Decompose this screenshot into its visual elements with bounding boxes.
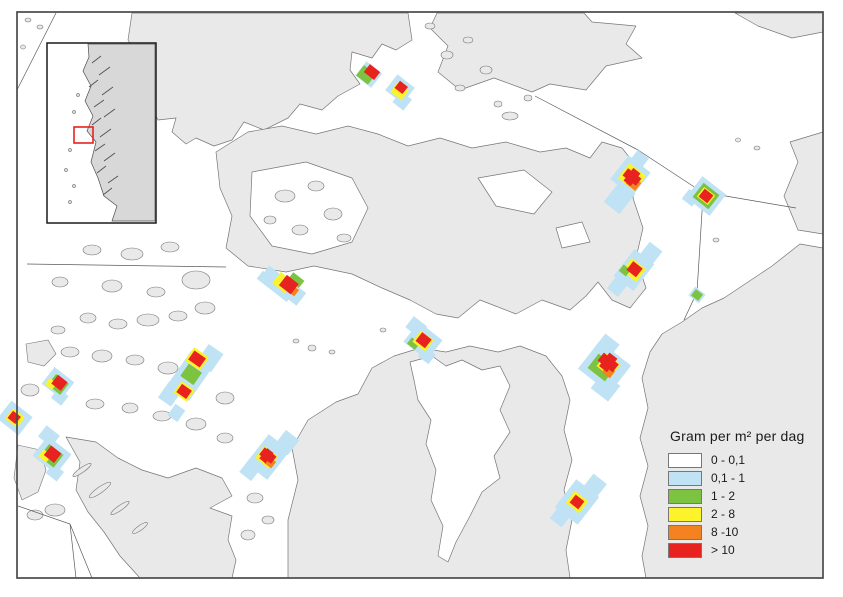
deposition-cell-r: [698, 188, 714, 204]
legend-item: 2 - 8: [668, 505, 818, 523]
legend-swatch: [668, 524, 702, 540]
deposition-site: [403, 316, 443, 365]
legend-label: 0 - 0,1: [711, 453, 746, 467]
legend-swatch: [668, 488, 702, 504]
deposition-site: [32, 425, 72, 482]
deposition-site: [385, 74, 415, 111]
legend-label: 8 -10: [711, 525, 739, 539]
deposition-cell-b: [628, 149, 649, 172]
legend-label: > 10: [711, 543, 735, 557]
deposition-cell-b: [157, 381, 183, 407]
deposition-cell-g: [406, 337, 420, 350]
deposition-cell-r: [188, 350, 206, 368]
deposition-site: [239, 429, 300, 482]
inset-islets: [64, 93, 80, 204]
deposition-cell-r: [569, 494, 585, 510]
legend-item: > 10: [668, 541, 818, 559]
fjord-cutouts: [249, 161, 591, 563]
deposition-cell-b: [45, 463, 65, 482]
legend-item: 0 - 0,1: [668, 451, 818, 469]
deposition-cell-r: [259, 448, 274, 464]
landmass-northeast-strip: [734, 12, 824, 39]
deposition-cell-g: [690, 289, 704, 301]
legend-swatch: [668, 470, 702, 486]
legend-label: 0,1 - 1: [711, 471, 746, 485]
deposition-cell-r: [415, 332, 432, 349]
inset-fjord-lines: [88, 55, 119, 196]
deposition-cell-r: [51, 374, 68, 391]
deposition-cell-b: [274, 429, 300, 456]
legend-title: Gram per m² per dag: [670, 428, 805, 444]
deposition-site: [578, 333, 632, 402]
deposition-site: [41, 367, 75, 406]
legend-swatch: [668, 506, 702, 522]
deposition-cell-g: [180, 363, 203, 386]
inset-extent-rectangle: [73, 126, 94, 144]
deposition-cell-b: [418, 346, 436, 365]
deposition-cell-b: [595, 333, 620, 358]
deposition-cell-b: [637, 241, 663, 268]
legend-item: 8 -10: [668, 523, 818, 541]
deposition-cell-r: [278, 274, 299, 295]
deposition-cell-r: [626, 261, 643, 278]
deposition-cell-r: [176, 383, 192, 399]
landmass-southwest-island: [65, 436, 237, 579]
legend-label: 2 - 8: [711, 507, 736, 521]
map-legend: Gram per m² per dag 0 - 0,1 0,1 - 1 1 - 2 2…: [668, 428, 818, 559]
boundary-line: [69, 523, 93, 579]
map-frame: [16, 11, 824, 579]
deposition-cell-b: [581, 473, 607, 500]
bay-central-west: [249, 161, 369, 255]
deposition-cell-b: [607, 274, 630, 297]
inset-overview-map: [46, 42, 157, 224]
deposition-site: [603, 149, 651, 215]
deposition-site: [549, 473, 607, 528]
deposition-cell-y: [44, 377, 57, 390]
deposition-cell-r: [394, 80, 408, 95]
deposition-cell-r: [363, 64, 381, 80]
fjord-south-central: [409, 355, 511, 563]
legend-item: 0,1 - 1: [668, 469, 818, 487]
deposition-cell-b: [50, 388, 69, 406]
deposition-cell-r: [623, 167, 641, 187]
inset-norway-coast: [82, 43, 156, 222]
deposition-site: [688, 286, 706, 304]
lake-central-1: [477, 169, 553, 215]
deposition-site: [607, 241, 663, 297]
deposition-cell-b: [590, 372, 621, 402]
boundary-line: [26, 263, 227, 268]
deposition-site: [355, 61, 383, 88]
islets: [13, 17, 761, 541]
deposition-cell-r: [599, 352, 618, 373]
lake-central-2: [555, 221, 591, 249]
boundary-line: [16, 12, 57, 91]
legend-swatch: [668, 452, 702, 468]
deposition-cell-b: [167, 403, 186, 423]
deposition-cell-b: [681, 189, 700, 207]
deposition-cell-g: [356, 65, 376, 85]
deposition-site: [256, 265, 307, 306]
deposition-cell-g: [287, 272, 305, 289]
deposition-cell-b: [603, 181, 636, 215]
deposition-site: [157, 343, 224, 423]
legend-swatch: [668, 542, 702, 558]
deposition-cell-r: [43, 445, 62, 463]
deposition-cell-b: [37, 425, 60, 447]
deposition-cell-b: [239, 458, 262, 482]
legend-label: 1 - 2: [711, 489, 736, 503]
legend-rows: 0 - 0,1 0,1 - 1 1 - 2 2 - 8 8 -10 > 10: [668, 451, 818, 559]
deposition-cell-g: [618, 264, 631, 277]
deposition-cell-b: [256, 270, 273, 286]
deposition-site: [681, 176, 727, 216]
legend-item: 1 - 2: [668, 487, 818, 505]
deposition-cell-b: [549, 504, 573, 528]
deposition-cell-y: [38, 449, 52, 463]
deposition-sites-layer: [0, 61, 727, 528]
